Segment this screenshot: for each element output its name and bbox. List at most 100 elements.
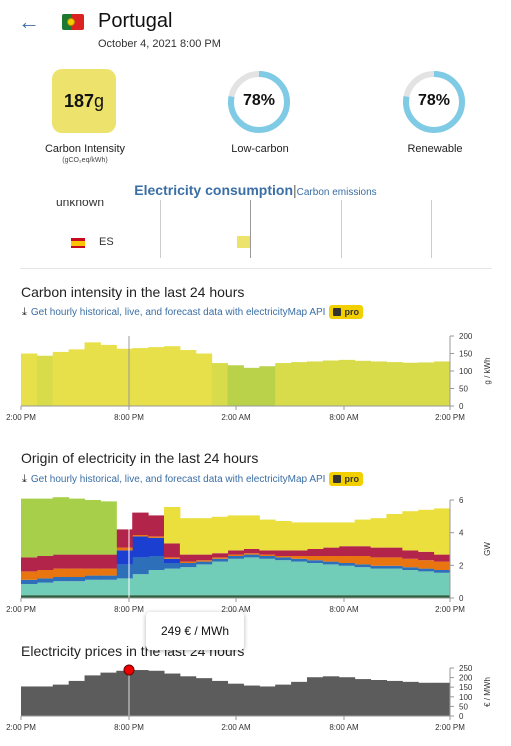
origin-segment — [179, 561, 197, 563]
ci-bar — [275, 363, 292, 406]
origin-segment — [100, 554, 117, 569]
origin-segment — [291, 595, 308, 598]
origin-segment — [402, 511, 419, 551]
origin-segment — [307, 549, 324, 556]
origin-segment — [52, 577, 70, 582]
origin-segment — [307, 595, 324, 598]
ci-bar — [132, 348, 149, 406]
country-title: Portugal — [98, 10, 173, 32]
y-tick-label: 50 — [459, 702, 468, 711]
price-bar — [259, 686, 276, 716]
renewable-value: 78% — [417, 92, 451, 109]
ci-bar — [307, 361, 324, 406]
origin-segment — [100, 579, 117, 596]
lock-icon — [333, 475, 342, 483]
x-tick-label: 8:00 AM — [329, 413, 359, 422]
origin-segment — [52, 595, 70, 598]
origin-segment — [68, 581, 86, 596]
origin-segment — [164, 507, 181, 544]
origin-segment — [148, 515, 165, 537]
origin-segment — [402, 550, 419, 559]
x-tick-label: 8:00 AM — [329, 605, 359, 614]
y-tick-label: 0 — [459, 594, 464, 603]
price-bar — [195, 678, 213, 716]
origin-segment — [100, 595, 117, 598]
pro-badge[interactable]: pro — [329, 472, 363, 486]
origin-segment — [338, 546, 356, 556]
api-link-2[interactable]: ⤓ Get hourly historical, live, and forec… — [22, 472, 363, 486]
api-link-text[interactable]: Get hourly historical, live, and forecas… — [30, 473, 326, 485]
row-label-es[interactable]: ES — [99, 236, 114, 248]
ring-arc — [403, 71, 465, 133]
origin-segment — [148, 570, 165, 596]
api-link-1[interactable]: ⤓ Get hourly historical, live, and forec… — [22, 305, 363, 319]
origin-segment — [322, 564, 340, 596]
origin-segment — [116, 595, 133, 598]
origin-segment — [338, 595, 356, 598]
origin-segment — [227, 558, 244, 596]
price-bar — [402, 681, 419, 716]
origin-segment — [164, 568, 181, 596]
origin-segment — [370, 547, 387, 558]
origin-segment — [434, 561, 451, 570]
ci-bar — [179, 350, 197, 406]
origin-segment — [370, 518, 387, 548]
tab-carbon-emissions[interactable]: Carbon emissions — [296, 187, 377, 198]
origin-segment — [275, 557, 292, 561]
origin-segment — [179, 567, 197, 596]
origin-segment — [338, 556, 356, 563]
renewable-ring: 78% — [401, 69, 467, 140]
origin-segment — [259, 556, 276, 559]
origin-segment — [354, 564, 372, 568]
origin-segment — [243, 554, 260, 558]
origin-segment — [434, 595, 451, 598]
back-arrow-icon[interactable]: ← — [18, 9, 40, 34]
origin-segment — [291, 558, 308, 562]
carbon-intensity-value: 187 — [63, 90, 95, 111]
price-bar — [21, 686, 38, 716]
price-bar — [36, 686, 54, 716]
origin-segment — [116, 564, 133, 579]
ci-bar — [164, 346, 181, 406]
tab-electricity-consumption[interactable]: Electricity consumption — [134, 182, 293, 198]
x-tick-label: 2:00 PM — [6, 723, 36, 732]
origin-segment — [116, 529, 133, 548]
x-tick-label: 8:00 PM — [114, 413, 144, 422]
origin-segment — [275, 550, 292, 556]
api-link-text[interactable]: Get hourly historical, live, and forecas… — [30, 306, 326, 318]
ci-bar — [259, 366, 276, 406]
y-tick-label: 200 — [459, 332, 473, 341]
origin-segment — [370, 557, 387, 566]
x-tick-label: 2:00 AM — [221, 413, 251, 422]
price-bar — [243, 685, 260, 716]
origin-segment — [195, 518, 213, 555]
origin-segment — [259, 554, 276, 556]
origin-segment — [195, 560, 213, 562]
origin-segment — [307, 556, 324, 561]
y-tick-label: 0 — [459, 712, 464, 721]
price-bar — [116, 670, 133, 716]
chart2-title: Origin of electricity in the last 24 hou… — [21, 450, 259, 466]
origin-segment — [116, 578, 133, 596]
origin-segment — [21, 595, 38, 598]
ci-bar — [68, 349, 86, 406]
ci-bar — [21, 353, 38, 406]
origin-segment — [338, 565, 356, 596]
price-bar — [370, 680, 387, 716]
origin-segment — [227, 595, 244, 598]
origin-segment — [418, 595, 435, 598]
x-tick-label: 8:00 PM — [114, 723, 144, 732]
pro-badge[interactable]: pro — [329, 305, 363, 319]
origin-segment — [211, 595, 229, 598]
ci-bar — [243, 367, 260, 406]
origin-segment — [418, 509, 435, 552]
carbon-intensity-chart[interactable]: 200 150 100 50 0 g / kWh 2:00 PM 8:00 PM 2:00 AM… — [0, 328, 511, 426]
origin-segment — [354, 546, 372, 556]
origin-segment — [195, 554, 213, 561]
origin-segment — [211, 557, 229, 559]
origin-segment — [291, 522, 308, 551]
origin-chart[interactable]: 6 4 2 0 GW 2:00 PM 8:00 PM 2:00 AM 8:00 AM 2:00 P… — [0, 494, 511, 620]
carbon-intensity-box: 187 g — [52, 69, 116, 133]
origin-segment — [164, 543, 181, 558]
